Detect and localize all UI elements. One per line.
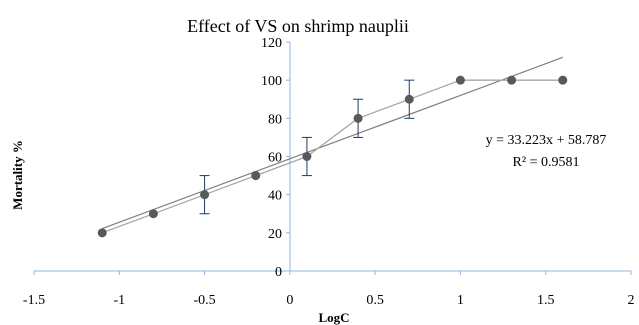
trendline-equation: y = 33.223x + 58.787 [486,133,607,148]
y-tick-label: 60 [268,151,282,166]
data-point [97,228,107,238]
data-point [251,171,261,181]
trendline-annotation: y = 33.223x + 58.787 R² = 0.9581 [486,133,607,170]
x-tick-label: 0.5 [366,293,384,308]
data-point [353,113,363,123]
trendline-r-squared: R² = 0.9581 [513,155,580,170]
data-series-line [101,79,563,234]
x-tick-label: 0 [286,293,293,308]
x-tick-label: 1 [457,293,464,308]
data-point [404,94,414,104]
y-tick-label: 40 [268,189,282,204]
trendline [102,56,563,230]
x-tick-label: -1 [113,293,125,308]
x-tick-label: -0.5 [193,293,215,308]
data-point [558,75,568,85]
data-point [302,152,312,161]
x-tick-label: -1.5 [23,293,45,308]
y-tick-label: 120 [261,36,282,51]
data-point [148,209,158,219]
y-axis-title: Mortality % [10,140,25,210]
data-point [200,190,210,200]
chart-title: Effect of VS on shrimp nauplii [187,16,409,36]
x-tick-label: 1.5 [537,293,555,308]
x-tick-label: 2 [628,293,635,308]
y-tick-label: 80 [268,112,282,127]
data-point [507,75,517,85]
y-tick-label: 0 [275,265,282,280]
data-point [455,75,465,85]
x-axis-title: LogC [318,310,349,325]
y-tick-label: 20 [268,227,282,242]
y-tick-label: 100 [261,74,282,89]
